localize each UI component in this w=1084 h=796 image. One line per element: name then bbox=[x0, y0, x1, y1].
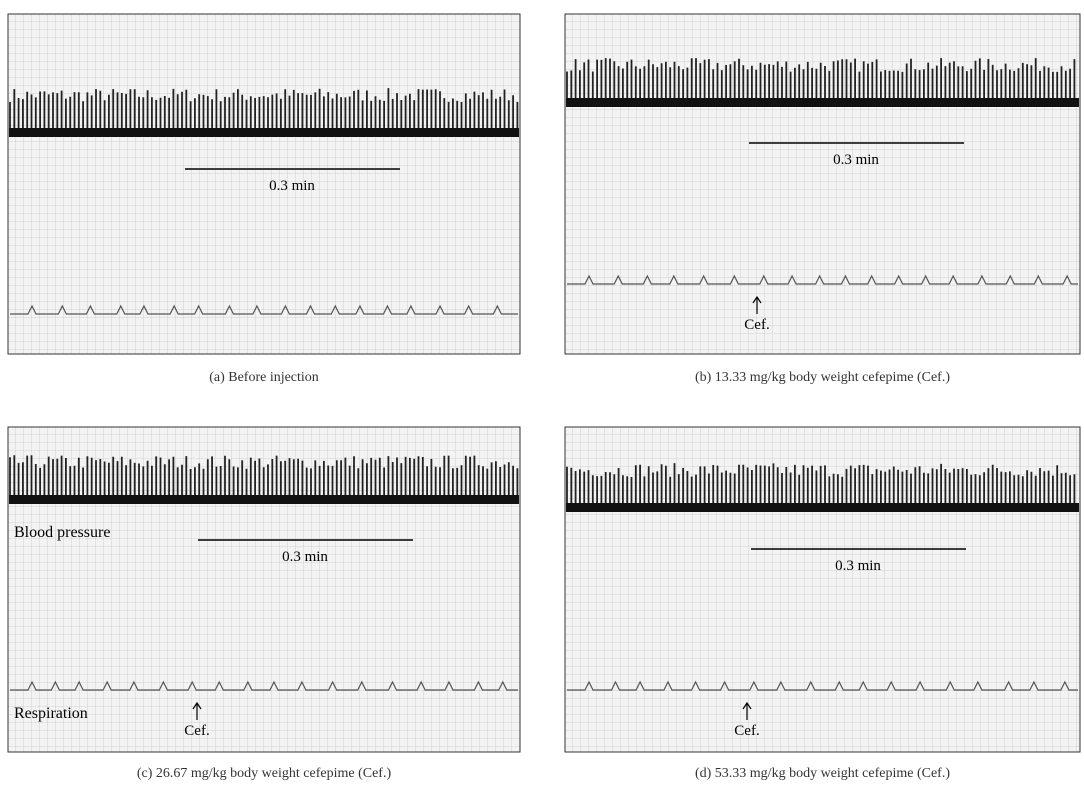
scale-label: 0.3 min bbox=[833, 152, 879, 168]
caption: (a) Before injection bbox=[209, 370, 319, 385]
panel: 0.3 min Cef. bbox=[564, 426, 1081, 753]
panel: 0.3 min Cef. Blood pressure Respiration bbox=[7, 426, 521, 753]
panel: 0.3 min bbox=[7, 13, 521, 355]
marker-arrowhead bbox=[192, 701, 202, 710]
respiration-trace bbox=[10, 304, 518, 315]
blood-pressure-band bbox=[566, 98, 1079, 107]
blood-pressure-trace bbox=[9, 455, 519, 500]
marker-arrowhead bbox=[752, 295, 762, 304]
recording-paper bbox=[564, 13, 1081, 355]
marker-arrowhead bbox=[742, 701, 752, 710]
respiration-trace bbox=[10, 680, 518, 691]
blood-pressure-band bbox=[9, 128, 519, 137]
blood-pressure-trace bbox=[9, 88, 519, 133]
blood-pressure-band bbox=[566, 503, 1079, 512]
marker-label: Cef. bbox=[184, 723, 209, 739]
scale-label: 0.3 min bbox=[835, 558, 881, 574]
scale-label: 0.3 min bbox=[282, 549, 328, 565]
marker-label: Cef. bbox=[734, 723, 759, 739]
respiration-trace bbox=[567, 274, 1078, 285]
recording-paper bbox=[7, 13, 521, 355]
scale-label: 0.3 min bbox=[269, 178, 315, 194]
trace-label: Respiration bbox=[14, 705, 88, 722]
marker-label: Cef. bbox=[744, 317, 769, 333]
panel: 0.3 min Cef. bbox=[564, 13, 1081, 355]
trace-label: Blood pressure bbox=[14, 524, 110, 541]
caption: (b) 13.33 mg/kg body weight cefepime (Ce… bbox=[695, 370, 950, 385]
blood-pressure-band bbox=[9, 495, 519, 504]
caption: (d) 53.33 mg/kg body weight cefepime (Ce… bbox=[695, 766, 950, 781]
blood-pressure-trace bbox=[566, 58, 1076, 103]
blood-pressure-trace bbox=[566, 463, 1076, 508]
caption: (c) 26.67 mg/kg body weight cefepime (Ce… bbox=[137, 766, 392, 781]
recording-paper bbox=[564, 426, 1081, 753]
respiration-trace bbox=[567, 680, 1078, 691]
